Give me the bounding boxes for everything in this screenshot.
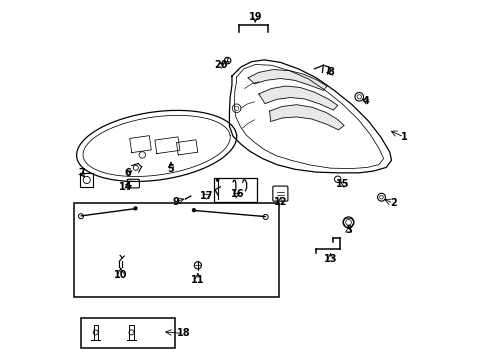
Text: 5: 5 bbox=[167, 164, 174, 174]
Text: 10: 10 bbox=[114, 270, 127, 280]
Text: 9: 9 bbox=[173, 197, 180, 207]
Circle shape bbox=[134, 207, 137, 210]
Text: 4: 4 bbox=[362, 96, 369, 106]
Circle shape bbox=[216, 179, 219, 181]
Polygon shape bbox=[247, 69, 326, 90]
Bar bbox=[81, 319, 174, 348]
Text: 20: 20 bbox=[214, 60, 227, 70]
Bar bbox=[214, 178, 257, 202]
Bar bbox=[74, 203, 278, 297]
Text: 15: 15 bbox=[336, 179, 349, 189]
Polygon shape bbox=[258, 86, 337, 110]
Text: 18: 18 bbox=[176, 328, 190, 338]
Text: 12: 12 bbox=[273, 197, 286, 207]
Polygon shape bbox=[77, 111, 236, 181]
Circle shape bbox=[192, 209, 195, 212]
Text: 13: 13 bbox=[323, 254, 337, 264]
Text: 2: 2 bbox=[389, 198, 396, 208]
Text: 16: 16 bbox=[230, 189, 244, 199]
Text: 7: 7 bbox=[78, 168, 84, 178]
Text: 11: 11 bbox=[191, 275, 204, 285]
Text: 14: 14 bbox=[119, 182, 133, 192]
Text: 3: 3 bbox=[345, 225, 351, 235]
Polygon shape bbox=[229, 60, 391, 173]
Text: 6: 6 bbox=[124, 168, 131, 178]
Text: 1: 1 bbox=[400, 132, 407, 142]
Text: 8: 8 bbox=[326, 67, 333, 77]
Polygon shape bbox=[269, 105, 344, 130]
Text: 17: 17 bbox=[200, 191, 213, 201]
Text: 19: 19 bbox=[248, 12, 262, 22]
